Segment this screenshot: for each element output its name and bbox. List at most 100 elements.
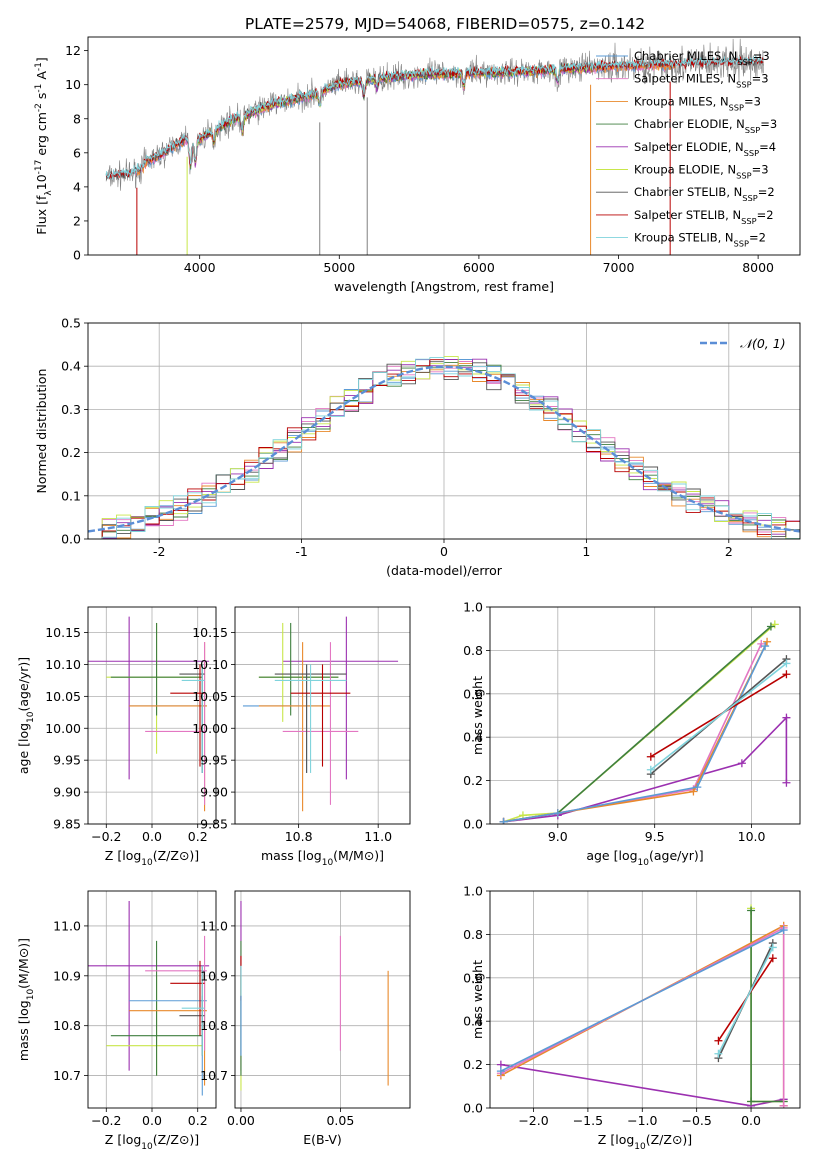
y-tick-label: 10.8 <box>200 1018 228 1033</box>
plot-area <box>105 38 764 255</box>
axes: −0.2 0.0 0.2 9.85 9.90 9.95 10.00 10.05 10.10 10.… <box>16 606 217 868</box>
weight-marker <box>747 1097 756 1106</box>
errorbar-point-salpeter_stelib <box>290 664 351 767</box>
figure-title: PLATE=2579, MJD=54068, FIBERID=0575, z=0… <box>245 15 645 33</box>
y-tick-label: 0.0 <box>463 817 483 832</box>
x-tick-label: 0.2 <box>188 829 208 844</box>
x-axis-label: age [log10(age/yr)] <box>586 848 703 868</box>
weight-line <box>750 910 784 1103</box>
weight-line <box>503 645 766 823</box>
weight-line <box>650 662 787 771</box>
panel-weight-vs-age: 9.0 9.5 10.0 0.0 0.2 0.4 0.6 0.8 1.0 age [log10(a… <box>463 600 801 868</box>
panel-spectrum: 4000 5000 6000 7000 8000 0 2 4 6 8 10 12 wavelength … <box>34 36 801 294</box>
legend-label: Salpeter MILES, NSSP=3 <box>634 72 769 90</box>
weight-marker <box>779 926 788 935</box>
axes-frame <box>234 606 411 825</box>
x-tick-label: 7000 <box>603 260 635 275</box>
errorbar-point-salpeter_elodie <box>282 616 399 780</box>
weight-marker <box>766 622 775 631</box>
weight-series-kroupa_miles <box>499 637 772 824</box>
weight-line <box>503 641 768 823</box>
y-tick-label: 0 <box>73 248 81 263</box>
axes: −0.2 0.0 0.2 10.7 10.8 10.9 11.0 Z [log10(Z/Z⊙)… <box>16 890 217 1152</box>
normal-curve <box>88 365 800 533</box>
grid-lines <box>88 891 216 1108</box>
y-tick-label: 10.05 <box>45 689 81 704</box>
legend-label: Kroupa STELIB, NSSP=2 <box>634 231 766 249</box>
weight-marker <box>693 783 702 792</box>
plot-area <box>88 356 800 539</box>
axes-frame <box>87 36 801 256</box>
y-tick-label: 0.4 <box>61 359 81 374</box>
y-axis-label: age [log10(age/yr)] <box>16 657 36 774</box>
weight-marker <box>782 713 791 722</box>
x-tick-label: 0.0 <box>142 1113 162 1128</box>
y-tick-label: 0.6 <box>463 686 483 701</box>
y-tick-label: 10.00 <box>45 721 81 736</box>
y-tick-label: 0.6 <box>463 970 483 985</box>
weight-series-chabrier_miles <box>499 642 770 824</box>
axes: 10.8 11.0 9.85 9.90 9.95 10.00 10.05 10.10 10.15… <box>192 606 411 868</box>
errorbar-point-chabrier_elodie <box>258 622 339 716</box>
x-axis-label: Z [log10(Z/Z⊙)] <box>598 1132 692 1152</box>
weight-marker <box>782 670 791 679</box>
y-tick-label: 4 <box>73 179 81 194</box>
y-axis-label: mass weight <box>470 676 485 755</box>
x-tick-label: 0.05 <box>326 1113 354 1128</box>
legend-label: Salpeter ELODIE, NSSP=4 <box>634 140 776 158</box>
x-axis-label: (data-model)/error <box>386 563 503 578</box>
y-axis-label: mass weight <box>470 960 485 1039</box>
axes: -2 -1 0 1 2 0.0 0.1 0.2 0.3 0.4 0.5 (data-model)/er… <box>34 316 801 578</box>
y-tick-label: 10.7 <box>200 1068 228 1083</box>
weight-line <box>717 947 774 1055</box>
y-tick-label: 10.10 <box>45 657 81 672</box>
weight-marker <box>714 1049 723 1058</box>
x-tick-label: −1.0 <box>627 1113 657 1128</box>
plot-area <box>88 900 210 1096</box>
y-tick-label: 10 <box>65 77 81 92</box>
x-tick-label: -2 <box>153 544 165 559</box>
weight-line <box>650 673 787 758</box>
y-axis-label: Normed distribution <box>34 369 49 494</box>
plot-area <box>496 904 788 1108</box>
y-tick-label: 10.9 <box>200 968 228 983</box>
panel-mass-vs-z: −0.2 0.0 0.2 10.7 10.8 10.9 11.0 Z [log10(Z/Z⊙)… <box>16 890 217 1152</box>
y-tick-label: 0.1 <box>61 488 81 503</box>
errorbar-point-kroupa_stelib <box>274 664 347 773</box>
panel-weight-vs-z: −2.0 −1.5 −1.0 −0.5 0.0 0.0 0.2 0.4 0.6 0.8 1.0 Z [… <box>463 884 801 1152</box>
y-tick-label: 9.90 <box>200 785 228 800</box>
weight-marker <box>768 954 777 963</box>
y-tick-label: 9.85 <box>53 817 81 832</box>
x-tick-label: −0.2 <box>91 829 121 844</box>
errorbar-point-kroupa_miles <box>258 642 331 812</box>
y-tick-label: 9.95 <box>53 753 81 768</box>
weight-series-salpeter_stelib <box>646 670 791 761</box>
axes: 4000 5000 6000 7000 8000 0 2 4 6 8 10 12 wavelength … <box>34 36 801 294</box>
y-tick-label: 10.9 <box>53 968 81 983</box>
y-tick-label: 10.05 <box>192 689 228 704</box>
weight-marker <box>499 817 508 824</box>
weight-marker <box>646 752 655 761</box>
model-spectrum-chabrier_miles <box>135 62 676 175</box>
x-tick-label: 4000 <box>184 260 216 275</box>
y-tick-label: 12 <box>65 43 81 58</box>
x-axis-label: E(B-V) <box>303 1132 342 1147</box>
x-tick-label: -1 <box>295 544 307 559</box>
plot-area <box>499 620 791 824</box>
y-tick-label: 0.2 <box>463 773 483 788</box>
weight-marker <box>714 1036 723 1045</box>
panel-mass-vs-ebv: 0.00 0.05 10.7 10.8 10.9 11.0 E(B-V) <box>200 890 411 1147</box>
x-axis-label: wavelength [Angstrom, rest frame] <box>334 279 554 294</box>
axes-frame <box>489 606 801 825</box>
y-tick-label: 0.0 <box>463 1101 483 1116</box>
grid-lines <box>88 322 800 540</box>
weight-marker <box>768 943 777 952</box>
y-tick-label: 0.2 <box>463 1057 483 1072</box>
weight-marker <box>689 787 698 796</box>
hist-legend: 𝒩(0, 1) <box>700 336 786 351</box>
x-tick-label: 5000 <box>323 260 355 275</box>
y-tick-label: 10.8 <box>53 1018 81 1033</box>
weight-series-kroupa_stelib <box>714 943 777 1058</box>
y-tick-label: 11.0 <box>200 918 228 933</box>
